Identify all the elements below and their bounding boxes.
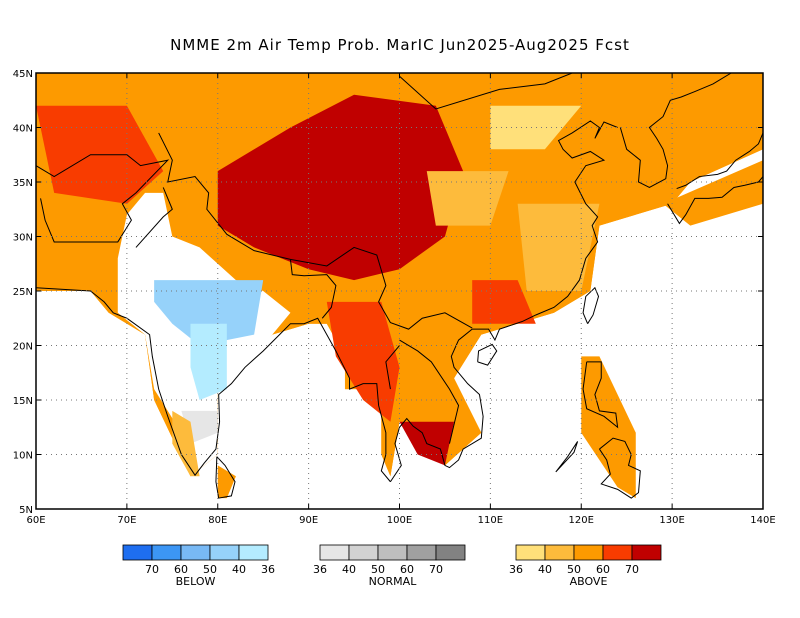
lon-tick-label: 130E: [659, 515, 684, 526]
lon-tick-label: 110E: [478, 515, 503, 526]
legend-swatch: [180, 544, 211, 561]
lat-tick-label: 25N: [13, 287, 33, 298]
coastline-srilanka: [215, 456, 236, 499]
legend-normal: 36 40 50 60 70 NORMAL: [313, 544, 466, 588]
probability-fill-layer: [36, 73, 763, 499]
legend-tick-label: 50: [203, 563, 217, 576]
legend-tick-label: 50: [371, 563, 385, 576]
coastline-india-myanmar: [36, 287, 391, 483]
region-above-36-north-china: [490, 105, 582, 150]
region-above-40-sw-india: [172, 410, 200, 477]
lon-tick-label: 70E: [117, 515, 136, 526]
legend-tick-label: 40: [342, 563, 356, 576]
legend-swatch: [377, 544, 408, 561]
coastline-japan-north: [676, 132, 763, 190]
coastline-japan-south: [667, 176, 763, 225]
region-above-60-south-china: [472, 280, 536, 324]
gridlines: [36, 73, 763, 509]
border-afghanistan-pakistan: [36, 154, 170, 243]
region-above-50-philippines: [581, 356, 636, 499]
legend-swatch: [573, 544, 604, 561]
coastline-hainan: [477, 343, 498, 366]
region-above-50-japan: [663, 160, 763, 226]
legend-category-label: NORMAL: [369, 575, 418, 588]
legend-tick-label: 60: [174, 563, 188, 576]
legend-swatch: [631, 544, 662, 561]
legend-swatch: [319, 544, 350, 561]
legend-tick-label: 70: [145, 563, 159, 576]
region-above-60-myanmar: [326, 301, 400, 422]
map-title: NMME 2m Air Temp Prob. MarIC Jun2025-Aug…: [170, 36, 630, 54]
legend-swatch: [602, 544, 633, 561]
border-bangladesh: [289, 259, 337, 319]
legend-swatch: [238, 544, 269, 561]
legend-swatch: [544, 544, 575, 561]
lon-tick-label: 120E: [569, 515, 594, 526]
region-above-70-tibet: [217, 94, 464, 281]
legend-tick-label: 40: [538, 563, 552, 576]
legend-swatch: [122, 544, 153, 561]
legend-category-label: ABOVE: [570, 575, 608, 588]
legend-tick-label: 70: [429, 563, 443, 576]
lat-tick-label: 40N: [13, 124, 33, 135]
lat-tick-label: 20N: [13, 342, 33, 353]
legend-swatch: [209, 544, 240, 561]
lat-tick-label: 15N: [13, 396, 33, 407]
region-above-40-sichuan: [426, 171, 509, 226]
lat-tick-label: 30N: [13, 233, 33, 244]
legend-swatch: [406, 544, 437, 561]
legend-tick-label: 60: [596, 563, 610, 576]
legend-tick-label: 36: [261, 563, 275, 576]
legend-tick-label: 50: [567, 563, 581, 576]
legend-tick-label: 70: [625, 563, 639, 576]
lon-tick-label: 140E: [750, 515, 775, 526]
legend-tick-label: 36: [509, 563, 523, 576]
region-above-40-east-china: [517, 203, 600, 291]
lat-tick-label: 35N: [13, 178, 33, 189]
coastline-korea: [619, 73, 732, 189]
legend-category-label: BELOW: [176, 575, 216, 588]
lat-tick-label: 5N: [19, 505, 33, 516]
legend-swatch: [435, 544, 466, 561]
legend-tick-label: 40: [232, 563, 246, 576]
lat-tick-label: 45N: [13, 69, 33, 80]
coastline-layer: [36, 73, 763, 499]
legend-below: 70 60 50 40 36 BELOW: [122, 544, 275, 588]
legend-swatch: [515, 544, 546, 561]
region-above-50-srilanka: [217, 465, 236, 499]
axis-ticks: 60E 70E 80E 90E 100E 110E 120E 130E 140E 45N 40N 35…: [13, 69, 776, 526]
border-thailand: [385, 345, 400, 390]
coastline-palawan: [555, 441, 579, 473]
legend-swatch: [348, 544, 379, 561]
border-indochina: [399, 339, 460, 444]
border-china-south: [158, 132, 473, 330]
border-mongolia: [399, 73, 573, 110]
region-below-36: [190, 323, 227, 400]
legend-swatch: [151, 544, 182, 561]
legend-tick-label: 36: [313, 563, 327, 576]
coastline-luzon: [582, 361, 619, 429]
legend-above: 36 40 50 60 70 ABOVE: [509, 544, 662, 588]
border-india-pakistan: [135, 187, 173, 248]
coastline-southeast-asia-china: [389, 120, 618, 483]
lon-tick-label: 90E: [299, 515, 318, 526]
region-below-40: [154, 280, 264, 346]
legend-tick-label: 60: [400, 563, 414, 576]
lat-tick-label: 10N: [13, 451, 33, 462]
coastline-taiwan: [582, 286, 600, 324]
lon-tick-label: 100E: [387, 515, 412, 526]
lon-tick-label: 60E: [26, 515, 45, 526]
lon-tick-label: 80E: [208, 515, 227, 526]
coastline-mindanao-visayas: [599, 437, 641, 499]
